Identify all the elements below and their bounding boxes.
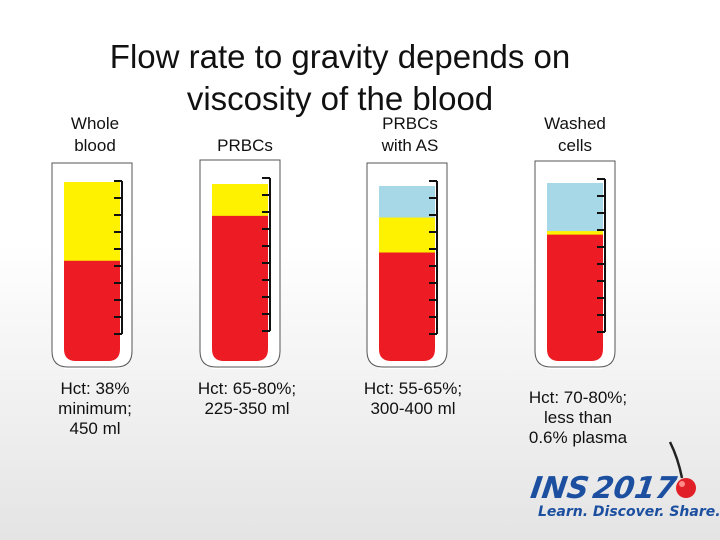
label-prbcs-with-as: PRBCs with AS — [381, 114, 439, 155]
slide-title: Flow rate to gravity depends on viscosit… — [40, 36, 640, 120]
layer-red-cells — [379, 252, 435, 361]
logo-tagline: Learn. Discover. Share. — [538, 504, 720, 520]
tube-prbcs-with-as — [366, 162, 448, 369]
title-line-1: Flow rate to gravity depends on — [109, 38, 571, 76]
tube-washed-cells — [534, 160, 616, 369]
layer-red-cells — [212, 215, 268, 361]
caption-prbcs: Hct: 65-80%; 225-350 ml — [197, 379, 297, 418]
tube-whole-blood — [51, 162, 133, 369]
layer-plasma — [547, 231, 603, 236]
logo-year-text: 2017 — [590, 471, 678, 506]
cherry-icon — [676, 478, 696, 498]
caption-washed-cells: Hct: 70-80%; less than 0.6% plasma — [528, 388, 628, 447]
caption-prbcs-with-as: Hct: 55-65%; 300-400 ml — [363, 379, 463, 418]
layer-saline — [547, 183, 603, 232]
label-prbcs: PRBCs — [217, 136, 273, 155]
layer-red-cells — [64, 260, 120, 361]
tube-prbcs — [199, 159, 281, 369]
layer-red-cells — [547, 234, 603, 361]
caption-whole-blood: Hct: 38% minimum; 450 ml — [58, 379, 132, 438]
cherry-stem — [668, 441, 684, 479]
layer-plasma — [379, 217, 435, 253]
layer-plasma — [212, 184, 268, 217]
logo-ins-text: INS — [528, 471, 591, 506]
layer-additive-solution — [379, 186, 435, 218]
ins-2017-logo: INS 2017 Learn. Discover. Share. — [528, 441, 720, 520]
title-line-2: viscosity of the blood — [186, 80, 494, 118]
layer-plasma — [64, 182, 120, 262]
label-whole-blood: Whole blood — [70, 114, 120, 155]
label-washed-cells: Washed cells — [544, 114, 606, 155]
